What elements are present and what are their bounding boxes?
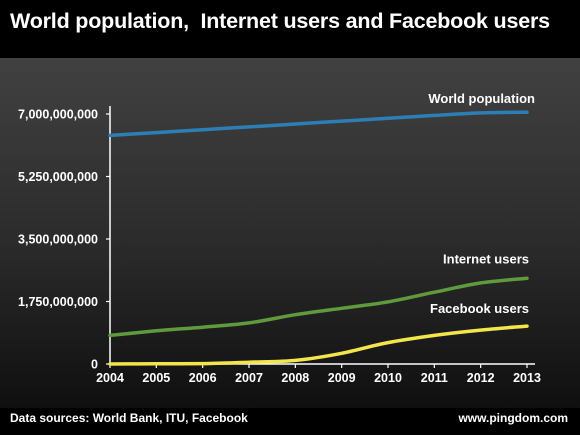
facebook-users-line: [108, 324, 529, 366]
x-tick-label: 2004: [96, 371, 124, 385]
x-tick-label: 2013: [513, 371, 541, 385]
internet-users-label: Internet users: [443, 251, 529, 266]
y-tick-label: 5,250,000,000: [18, 170, 98, 184]
y-tick-label: 7,000,000,000: [18, 108, 98, 122]
y-tick-label: 0: [91, 358, 98, 372]
world-population-label: World population: [428, 91, 535, 106]
x-tick-label: 2007: [235, 371, 263, 385]
title-bar: World population, Internet users and Fac…: [0, 0, 580, 55]
world-population-line: [108, 110, 529, 138]
x-tick-label: 2006: [189, 371, 217, 385]
x-tick-label: 2012: [467, 371, 495, 385]
x-tick-label: 2005: [142, 371, 170, 385]
x-tick-label: 2011: [421, 371, 448, 385]
facebook-users-label: Facebook users: [430, 301, 529, 316]
x-tick-label: 2010: [374, 371, 402, 385]
data-sources-note: Data sources: World Bank, ITU, Facebook: [10, 411, 248, 425]
site-credit: www.pingdom.com: [458, 411, 568, 425]
x-tick-label: 2008: [281, 371, 309, 385]
x-tick-label: 2009: [328, 371, 356, 385]
internet-users-line: [108, 276, 529, 338]
y-tick-label: 1,750,000,000: [18, 295, 98, 309]
plot-background: [0, 58, 580, 408]
y-tick-label: 3,500,000,000: [18, 233, 98, 247]
chart-title: World population, Internet users and Fac…: [10, 9, 550, 33]
